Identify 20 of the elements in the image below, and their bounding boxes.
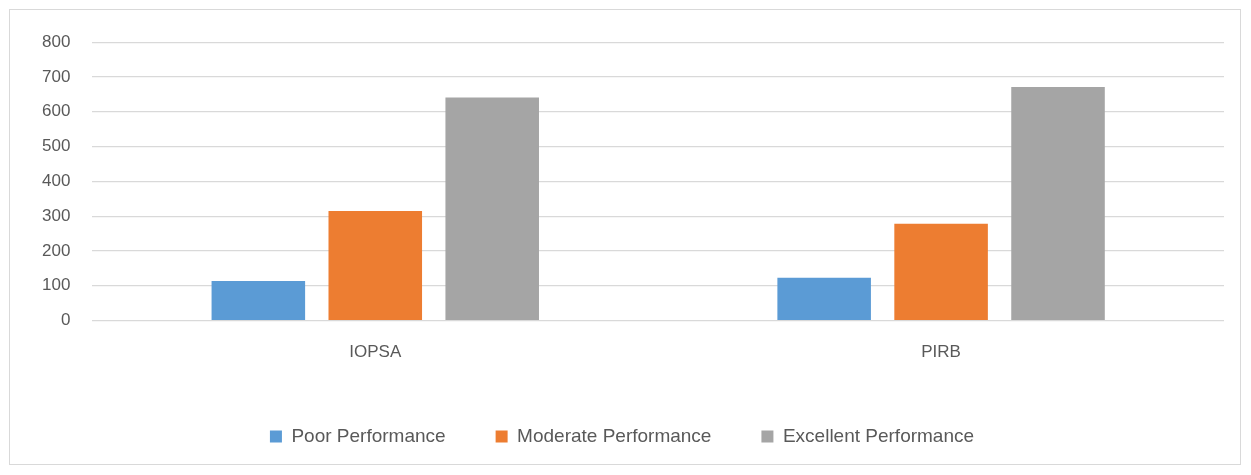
- legend-label: Poor Performance: [291, 424, 446, 446]
- legend-label: Moderate Performance: [517, 424, 712, 446]
- bar: [211, 280, 306, 320]
- bar: [445, 97, 539, 320]
- x-tick-label: IOPSA: [349, 342, 402, 362]
- y-tick-label: 100: [41, 275, 71, 295]
- y-tick-label: 500: [41, 136, 71, 156]
- bar: [777, 277, 871, 320]
- legend-label: Excellent Performance: [782, 424, 975, 446]
- y-tick-label: 200: [41, 240, 71, 260]
- y-tick-label: 800: [41, 31, 71, 51]
- bar: [1011, 87, 1105, 320]
- y-tick-label: 400: [41, 171, 71, 191]
- x-tick-label: PIRB: [921, 342, 961, 362]
- y-tick-label: 0: [60, 310, 71, 330]
- bar: [328, 210, 423, 320]
- y-tick-label: 600: [41, 101, 71, 121]
- y-tick-label: 700: [41, 66, 71, 86]
- bar: [894, 223, 988, 320]
- y-tick-label: 300: [41, 205, 71, 225]
